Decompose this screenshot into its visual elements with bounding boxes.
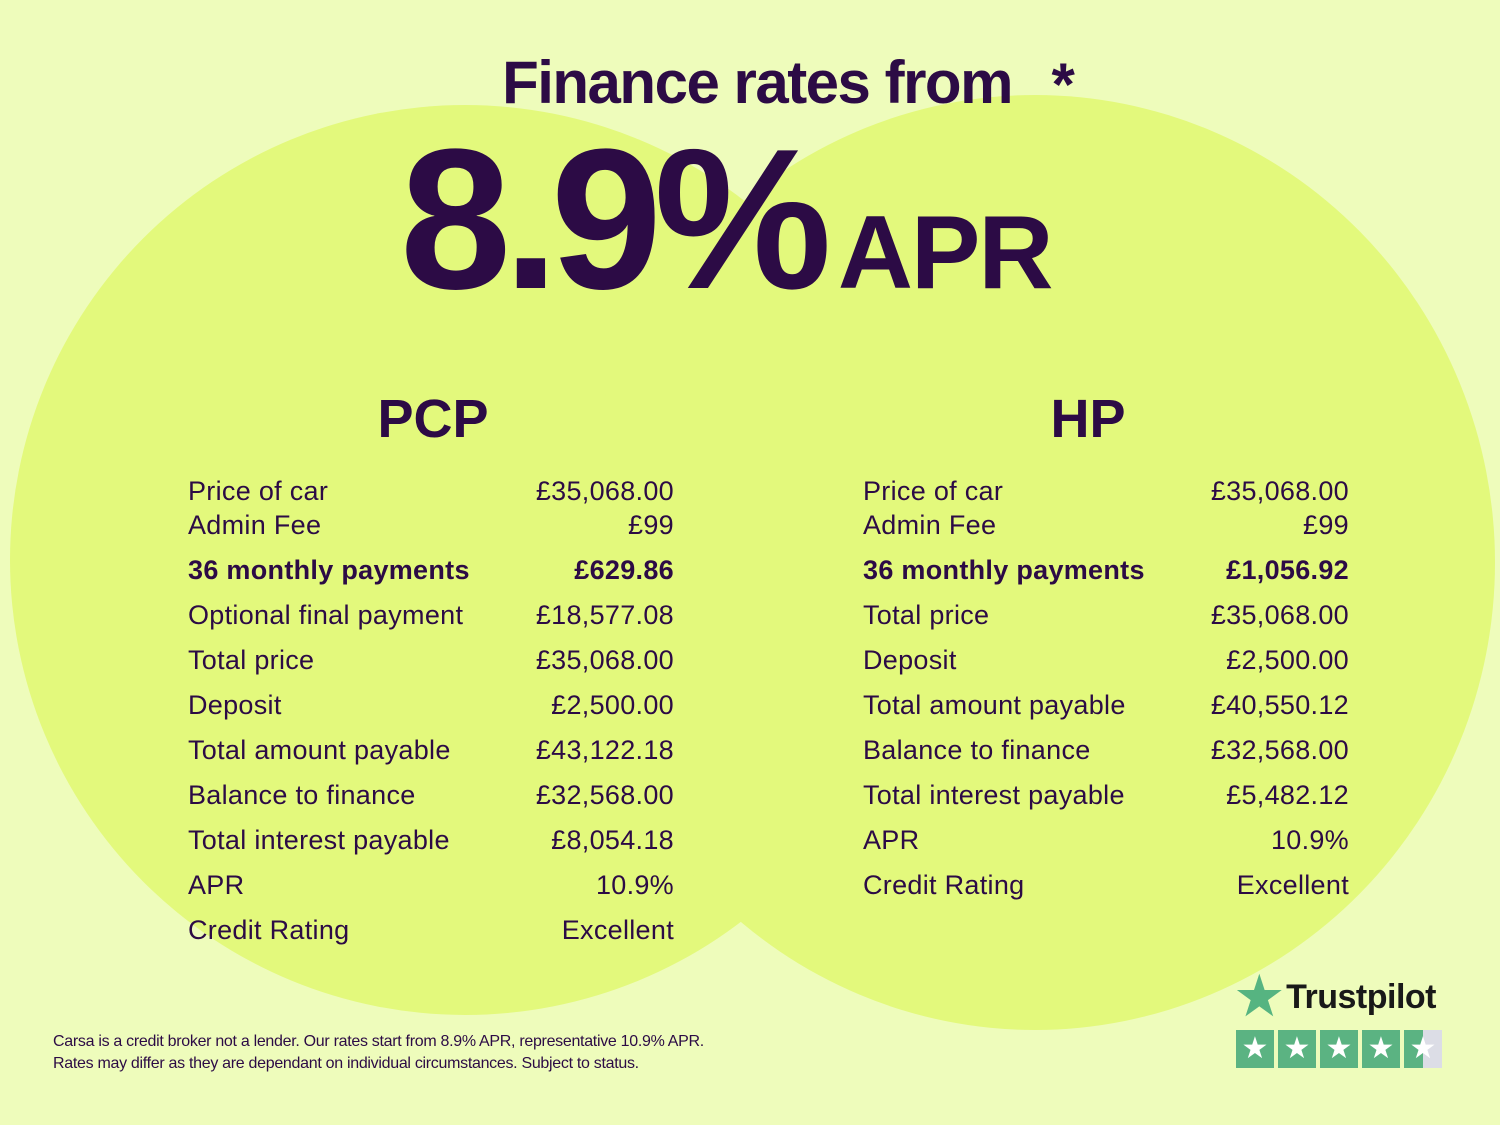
row-value: £35,068.00	[1210, 476, 1349, 506]
row-label: Balance to finance	[188, 780, 416, 810]
table-row: Total amount payable £43,122.18	[188, 735, 674, 766]
table-row: APR 10.9%	[863, 825, 1349, 856]
rating-star-icon: ★	[1362, 1030, 1400, 1068]
row-value: £43,122.18	[535, 735, 674, 765]
rating-star-icon: ★	[1278, 1030, 1316, 1068]
table-row: Admin Fee £99	[188, 510, 674, 541]
row-label: Credit Rating	[188, 915, 350, 945]
table-row: Total price £35,068.00	[863, 600, 1349, 631]
row-label: Price of car	[863, 476, 1004, 506]
hp-heading: HP	[1050, 389, 1126, 449]
table-row: 36 monthly payments £629.86	[188, 555, 674, 586]
trustpilot-name: Trustpilot	[1286, 977, 1437, 1016]
row-value: £99	[1303, 510, 1349, 540]
row-label: Credit Rating	[863, 870, 1025, 900]
row-label: APR	[863, 825, 920, 855]
row-value: 10.9%	[1270, 825, 1349, 855]
row-label: Admin Fee	[863, 510, 997, 540]
rate-hero: 8.9% APR*	[400, 51, 1075, 320]
rating-star-icon: ★	[1236, 1030, 1274, 1068]
row-value: £32,568.00	[535, 780, 674, 810]
decorative-circle-right	[575, 95, 1495, 1030]
row-value: £40,550.12	[1210, 690, 1349, 720]
table-row: Credit Rating Excellent	[188, 915, 674, 946]
row-label: Admin Fee	[188, 510, 322, 540]
table-row: Total interest payable £8,054.18	[188, 825, 674, 856]
table-row: APR 10.9%	[188, 870, 674, 901]
row-label: Total amount payable	[863, 690, 1126, 720]
row-value: £2,500.00	[1226, 645, 1349, 675]
table-row: Deposit £2,500.00	[188, 690, 674, 721]
table-row: 36 monthly payments £1,056.92	[863, 555, 1349, 586]
table-row: Deposit £2,500.00	[863, 645, 1349, 676]
table-row: Price of car £35,068.00	[863, 476, 1349, 507]
table-row: Total price £35,068.00	[188, 645, 674, 676]
row-value: £629.86	[574, 555, 674, 585]
row-label: Balance to finance	[863, 735, 1091, 765]
row-label: Optional final payment	[188, 600, 464, 630]
rating-star-icon: ★	[1404, 1030, 1442, 1068]
row-label: APR	[188, 870, 245, 900]
row-value: £99	[628, 510, 674, 540]
row-label: Total price	[863, 600, 990, 630]
table-row: Price of car £35,068.00	[188, 476, 674, 507]
row-value: £35,068.00	[535, 476, 674, 506]
row-value: £2,500.00	[551, 690, 674, 720]
row-label: Deposit	[188, 690, 282, 720]
rating-star-icon: ★	[1320, 1030, 1358, 1068]
row-label: Deposit	[863, 645, 957, 675]
disclaimer-line-1: Carsa is a credit broker not a lender. O…	[53, 1033, 704, 1050]
headline: Finance rates from	[502, 49, 1013, 116]
row-value: £8,054.18	[551, 825, 674, 855]
row-value: £35,068.00	[1210, 600, 1349, 630]
row-label: 36 monthly payments	[863, 555, 1145, 585]
disclaimer-line-2: Rates may differ as they are dependant o…	[53, 1055, 639, 1072]
row-label: Total amount payable	[188, 735, 451, 765]
asterisk: *	[1051, 51, 1075, 118]
table-row: Balance to finance £32,568.00	[863, 735, 1349, 766]
table-row: Balance to finance £32,568.00	[188, 780, 674, 811]
row-value: 10.9%	[595, 870, 674, 900]
table-row: Total interest payable £5,482.12	[863, 780, 1349, 811]
table-row: Total amount payable £40,550.12	[863, 690, 1349, 721]
rate-value: 8.9%	[400, 108, 832, 331]
row-value: Excellent	[561, 915, 674, 945]
table-row: Credit Rating Excellent	[863, 870, 1349, 901]
disclaimer: Carsa is a credit broker not a lender. O…	[53, 1031, 704, 1075]
row-value: £5,482.12	[1226, 780, 1349, 810]
row-label: Price of car	[188, 476, 329, 506]
apr-label: APR	[837, 195, 1054, 311]
row-value: £32,568.00	[1210, 735, 1349, 765]
table-row: Admin Fee £99	[863, 510, 1349, 541]
row-value: £35,068.00	[535, 645, 674, 675]
row-label: 36 monthly payments	[188, 555, 470, 585]
row-value: £1,056.92	[1226, 555, 1349, 585]
table-row: Optional final payment £18,577.08	[188, 600, 674, 631]
rating-stars: ★ ★ ★ ★ ★	[1236, 1030, 1442, 1068]
row-label: Total interest payable	[188, 825, 450, 855]
row-label: Total price	[188, 645, 315, 675]
pcp-heading: PCP	[377, 389, 489, 449]
trustpilot-badge: ★ Trustpilot ★ ★ ★ ★ ★	[1236, 968, 1442, 1068]
row-label: Total interest payable	[863, 780, 1125, 810]
star-icon: ★	[1236, 968, 1283, 1026]
row-value: Excellent	[1236, 870, 1349, 900]
row-value: £18,577.08	[535, 600, 674, 630]
